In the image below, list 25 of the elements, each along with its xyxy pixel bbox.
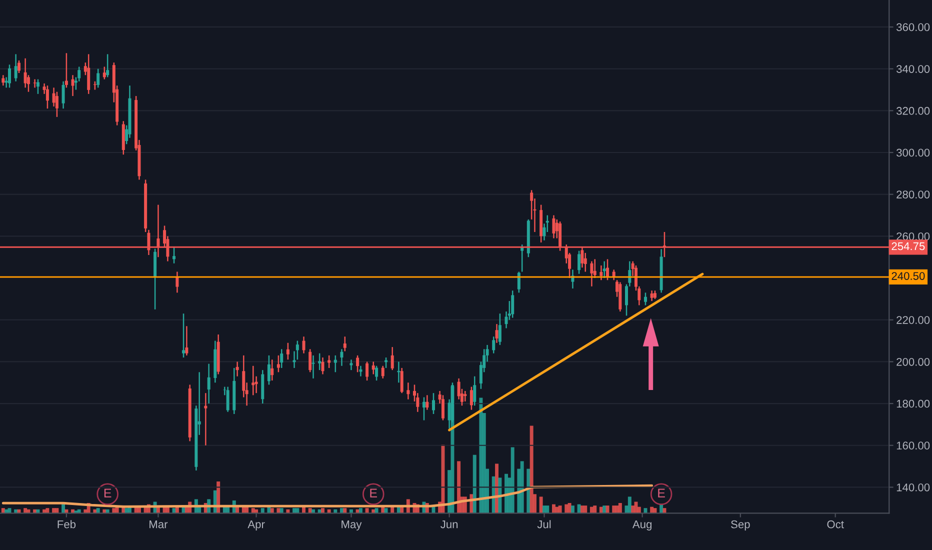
y-tick-label: 220.00 — [896, 316, 930, 324]
x-tick-label: Jul — [537, 520, 551, 528]
y-tick-label: 160.00 — [896, 442, 930, 450]
x-tick-label: Feb — [58, 520, 76, 528]
y-tick-label: 340.00 — [896, 65, 930, 73]
x-tick-label: May — [342, 520, 362, 530]
x-tick-label: Sep — [731, 520, 750, 530]
ref-line-label: 254.75 — [892, 242, 925, 250]
x-tick-label: Jun — [440, 520, 458, 528]
y-tick-label: 140.00 — [896, 483, 930, 492]
y-tick-label: 200.00 — [896, 358, 930, 366]
annotation: E — [104, 488, 112, 498]
y-tick-label: 360.00 — [896, 23, 930, 32]
y-tick-label: 300.00 — [896, 148, 930, 157]
annotation: E — [658, 488, 665, 498]
y-tick-label: 320.00 — [896, 106, 930, 115]
x-tick-label: Oct — [827, 520, 844, 528]
x-tick-label: Mar — [150, 520, 168, 528]
y-tick-label: 280.00 — [896, 190, 930, 198]
x-tick-label: Apr — [248, 520, 265, 530]
y-tick-label: 180.00 — [896, 400, 930, 408]
ref-line-label: 240.50 — [892, 272, 925, 280]
y-tick-label: 260.00 — [896, 232, 930, 240]
x-tick-label: Aug — [632, 520, 652, 530]
annotation: E — [370, 488, 377, 498]
